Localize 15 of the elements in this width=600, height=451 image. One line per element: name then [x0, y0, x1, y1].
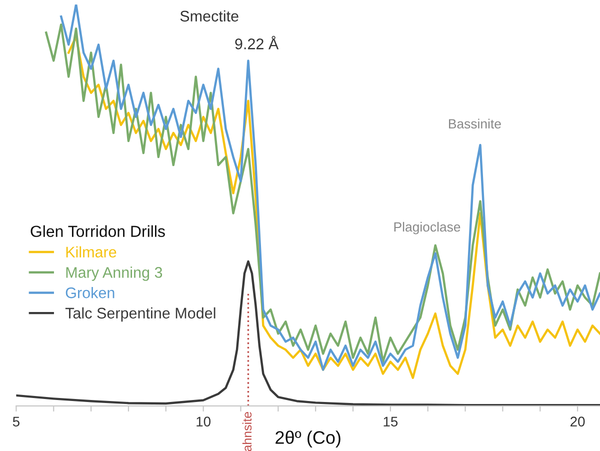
- annotation: Smectite: [180, 10, 238, 22]
- legend-title: Glen Torridon Drills: [30, 225, 165, 238]
- x-tick-label: 5: [12, 416, 20, 427]
- x-tick-label: 15: [384, 416, 398, 427]
- legend-label: Mary Anning 3: [66, 266, 162, 281]
- x-axis-title: 2θº (Co): [276, 430, 340, 448]
- legend-label: Kilmare: [66, 246, 116, 258]
- x-tick-label: 20: [570, 416, 585, 427]
- x-tick-label: 10: [196, 416, 210, 427]
- ref-line-label: ahnsite: [242, 412, 252, 451]
- annotation: 9.22 Å: [235, 36, 279, 50]
- legend-label: Talc Serpentine Model: [65, 307, 216, 322]
- annotation: Bassinite: [449, 118, 501, 128]
- annotation: Plagioclase: [394, 222, 460, 234]
- legend-label: Groken: [66, 286, 114, 298]
